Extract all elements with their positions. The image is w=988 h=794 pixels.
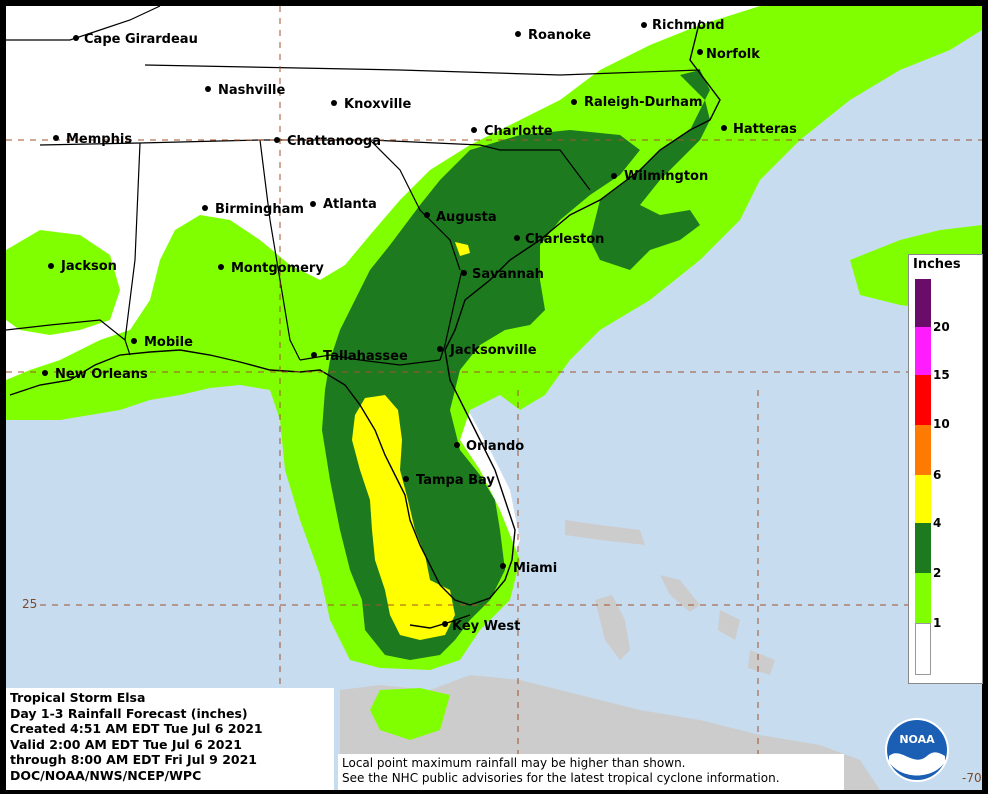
valid-end: through 8:00 AM EDT Fri Jul 9 2021 [10,752,257,768]
legend-title: Inches [913,257,961,272]
city-label-nashville: Nashville [218,83,285,98]
created-time: Created 4:51 AM EDT Tue Jul 6 2021 [10,721,263,737]
city-labels: Cape Girardeau Roanoke Richmond Norfolk … [55,18,797,634]
coastline [9,19,721,629]
rainfall-legend: Inches 20 15 10 6 4 2 1 [908,254,983,684]
legend-label-6: 6 [933,468,942,482]
rain-4-inch [352,242,470,640]
svg-text:NOAA: NOAA [899,733,935,746]
city-dots [42,22,727,627]
disclaimer-line-2: See the NHC public advisories for the la… [342,771,780,785]
forecast-info-box: Tropical Storm Elsa Day 1-3 Rainfall For… [6,688,334,790]
forecast-title: Day 1-3 Rainfall Forecast (inches) [10,705,248,721]
city-label-mobile: Mobile [144,335,193,350]
city-label-hatteras: Hatteras [733,122,797,137]
legend-swatch-6 [915,425,931,475]
longitude-label-70: -70 [962,771,982,785]
city-label-wilmington: Wilmington [624,169,708,184]
noaa-logo-icon: NOAA [885,718,949,782]
city-label-cape-girardeau: Cape Girardeau [84,32,198,47]
legend-swatch-15 [915,327,931,375]
legend-swatch-10 [915,375,931,425]
legend-label-20: 20 [933,320,950,334]
lat-lon-grid [6,6,982,754]
city-label-orlando: Orlando [466,439,524,454]
legend-swatch-2 [915,523,931,573]
city-label-miami: Miami [513,561,557,576]
disclaimer-line-1: Local point maximum rainfall may be high… [342,756,686,770]
legend-label-10: 10 [933,417,950,431]
city-label-knoxville: Knoxville [344,97,411,112]
city-label-birmingham: Birmingham [215,202,304,217]
city-label-charlotte: Charlotte [484,124,553,139]
legend-swatch-20 [915,279,931,327]
legend-label-1: 1 [933,616,942,630]
legend-label-2: 2 [933,566,942,580]
legend-label-4: 4 [933,516,942,530]
city-label-atlanta: Atlanta [323,197,377,212]
city-label-roanoke: Roanoke [528,28,591,43]
bahamas [565,520,775,675]
city-label-tampa-bay: Tampa Bay [416,473,495,488]
city-label-charleston: Charleston [525,232,604,247]
storm-name: Tropical Storm Elsa [10,690,146,705]
city-label-savannah: Savannah [472,267,544,282]
city-label-raleigh-durham: Raleigh-Durham [584,95,703,110]
city-label-chattanooga: Chattanooga [287,134,381,149]
city-label-richmond: Richmond [652,18,724,33]
city-label-new-orleans: New Orleans [55,367,148,382]
legend-label-15: 15 [933,368,950,382]
latitude-label-25: 25 [22,597,38,611]
city-label-montgomery: Montgomery [231,261,324,276]
city-label-tallahassee: Tallahassee [323,349,408,364]
valid-start: Valid 2:00 AM EDT Tue Jul 6 2021 [10,736,242,752]
disclaimer-note: Local point maximum rainfall may be high… [338,754,844,790]
legend-swatch-0 [915,623,931,675]
legend-swatch-1 [915,573,931,623]
city-label-augusta: Augusta [436,210,497,225]
city-label-jacksonville: Jacksonville [449,343,537,358]
city-label-key-west: Key West [452,619,520,634]
city-label-memphis: Memphis [66,132,132,147]
city-label-norfolk: Norfolk [706,47,760,62]
city-label-jackson: Jackson [60,259,117,274]
agency: DOC/NOAA/NWS/NCEP/WPC [10,767,202,783]
legend-swatch-4 [915,475,931,523]
